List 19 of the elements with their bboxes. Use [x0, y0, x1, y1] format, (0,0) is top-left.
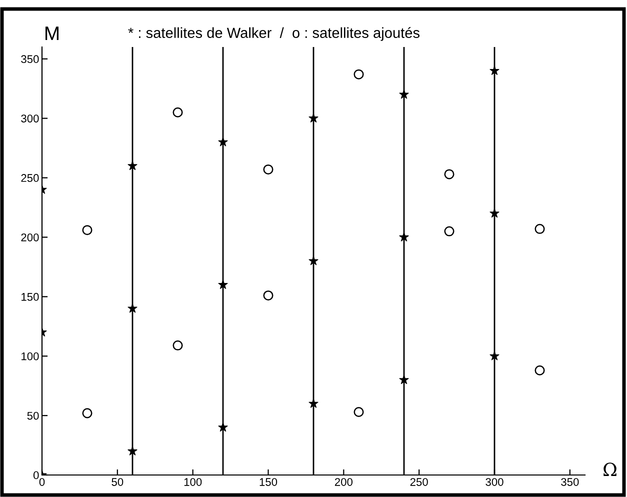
x-tick-label: 250 — [410, 478, 428, 486]
y-tick-label: 100 — [22, 352, 39, 360]
y-tick-label: 250 — [21, 174, 39, 182]
x-tick-label: 300 — [486, 478, 504, 486]
y-tick-label: 300 — [21, 114, 39, 122]
y-tick-label: 50 — [27, 412, 39, 420]
x-axis-title: Ω — [604, 462, 616, 476]
y-tick-label: 150 — [22, 292, 39, 301]
x-tick-label: 0 — [39, 478, 45, 486]
y-tick-label: 0 — [33, 471, 39, 480]
chart-title: * : satellites de Walker / o : satellites ajoutés — [128, 27, 420, 41]
x-tick-label: 150 — [260, 478, 278, 486]
x-tick-label: 100 — [184, 478, 202, 486]
y-tick-label: 200 — [21, 233, 39, 242]
x-tick-label: 350 — [561, 478, 579, 486]
y-axis-title: M — [45, 26, 59, 40]
x-tick-label: 200 — [334, 478, 352, 486]
y-tick-label: 350 — [21, 55, 39, 64]
x-tick-label: 50 — [112, 478, 124, 486]
